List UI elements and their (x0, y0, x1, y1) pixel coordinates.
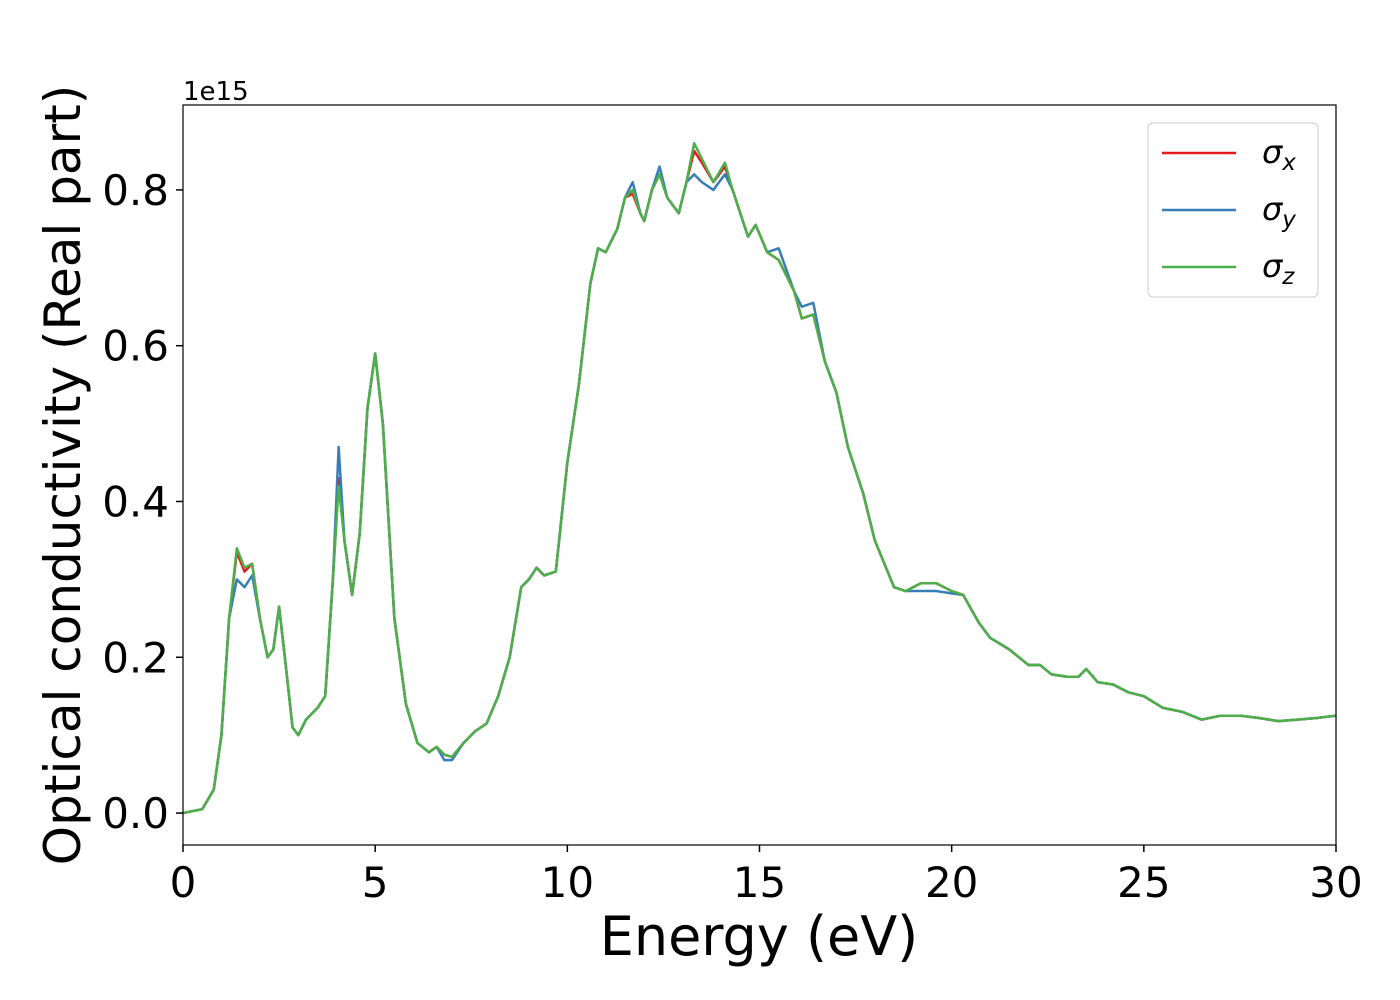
offset-label: 1e15 (183, 77, 249, 107)
plot-frame (182, 104, 1337, 846)
legend-label: σy (1262, 190, 1296, 233)
legend-label: σx (1262, 133, 1296, 176)
x-tick-label: 20 (925, 858, 978, 907)
x-tick-label: 5 (362, 858, 389, 907)
y-tick-label: 0.6 (102, 322, 169, 371)
y-tick-label: 0.8 (102, 166, 169, 215)
y-tick-label: 0.4 (102, 477, 169, 526)
x-tick-label: 15 (733, 858, 786, 907)
x-tick-label: 10 (541, 858, 594, 907)
series-line (182, 141, 1337, 815)
y-axis-label: Optical conductivity (Real part) (34, 85, 92, 866)
x-tick-label: 0 (170, 858, 197, 907)
x-tick-label: 30 (1309, 858, 1362, 907)
x-tick-label: 25 (1117, 858, 1170, 907)
y-tick-label: 0.0 (102, 789, 169, 838)
legend-label: σz (1262, 247, 1295, 290)
y-tick-label: 0.2 (102, 633, 169, 682)
x-axis-label: Energy (eV) (600, 905, 919, 968)
